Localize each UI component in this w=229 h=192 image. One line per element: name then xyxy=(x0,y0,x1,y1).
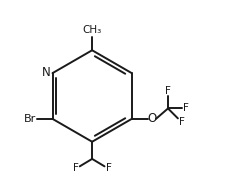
Text: N: N xyxy=(42,66,51,79)
Text: F: F xyxy=(72,163,78,173)
Text: Br: Br xyxy=(24,114,36,124)
Text: O: O xyxy=(147,112,156,125)
Text: CH₃: CH₃ xyxy=(82,25,101,35)
Text: F: F xyxy=(105,163,111,173)
Text: F: F xyxy=(164,86,170,96)
Text: F: F xyxy=(178,117,184,127)
Text: F: F xyxy=(183,103,188,113)
